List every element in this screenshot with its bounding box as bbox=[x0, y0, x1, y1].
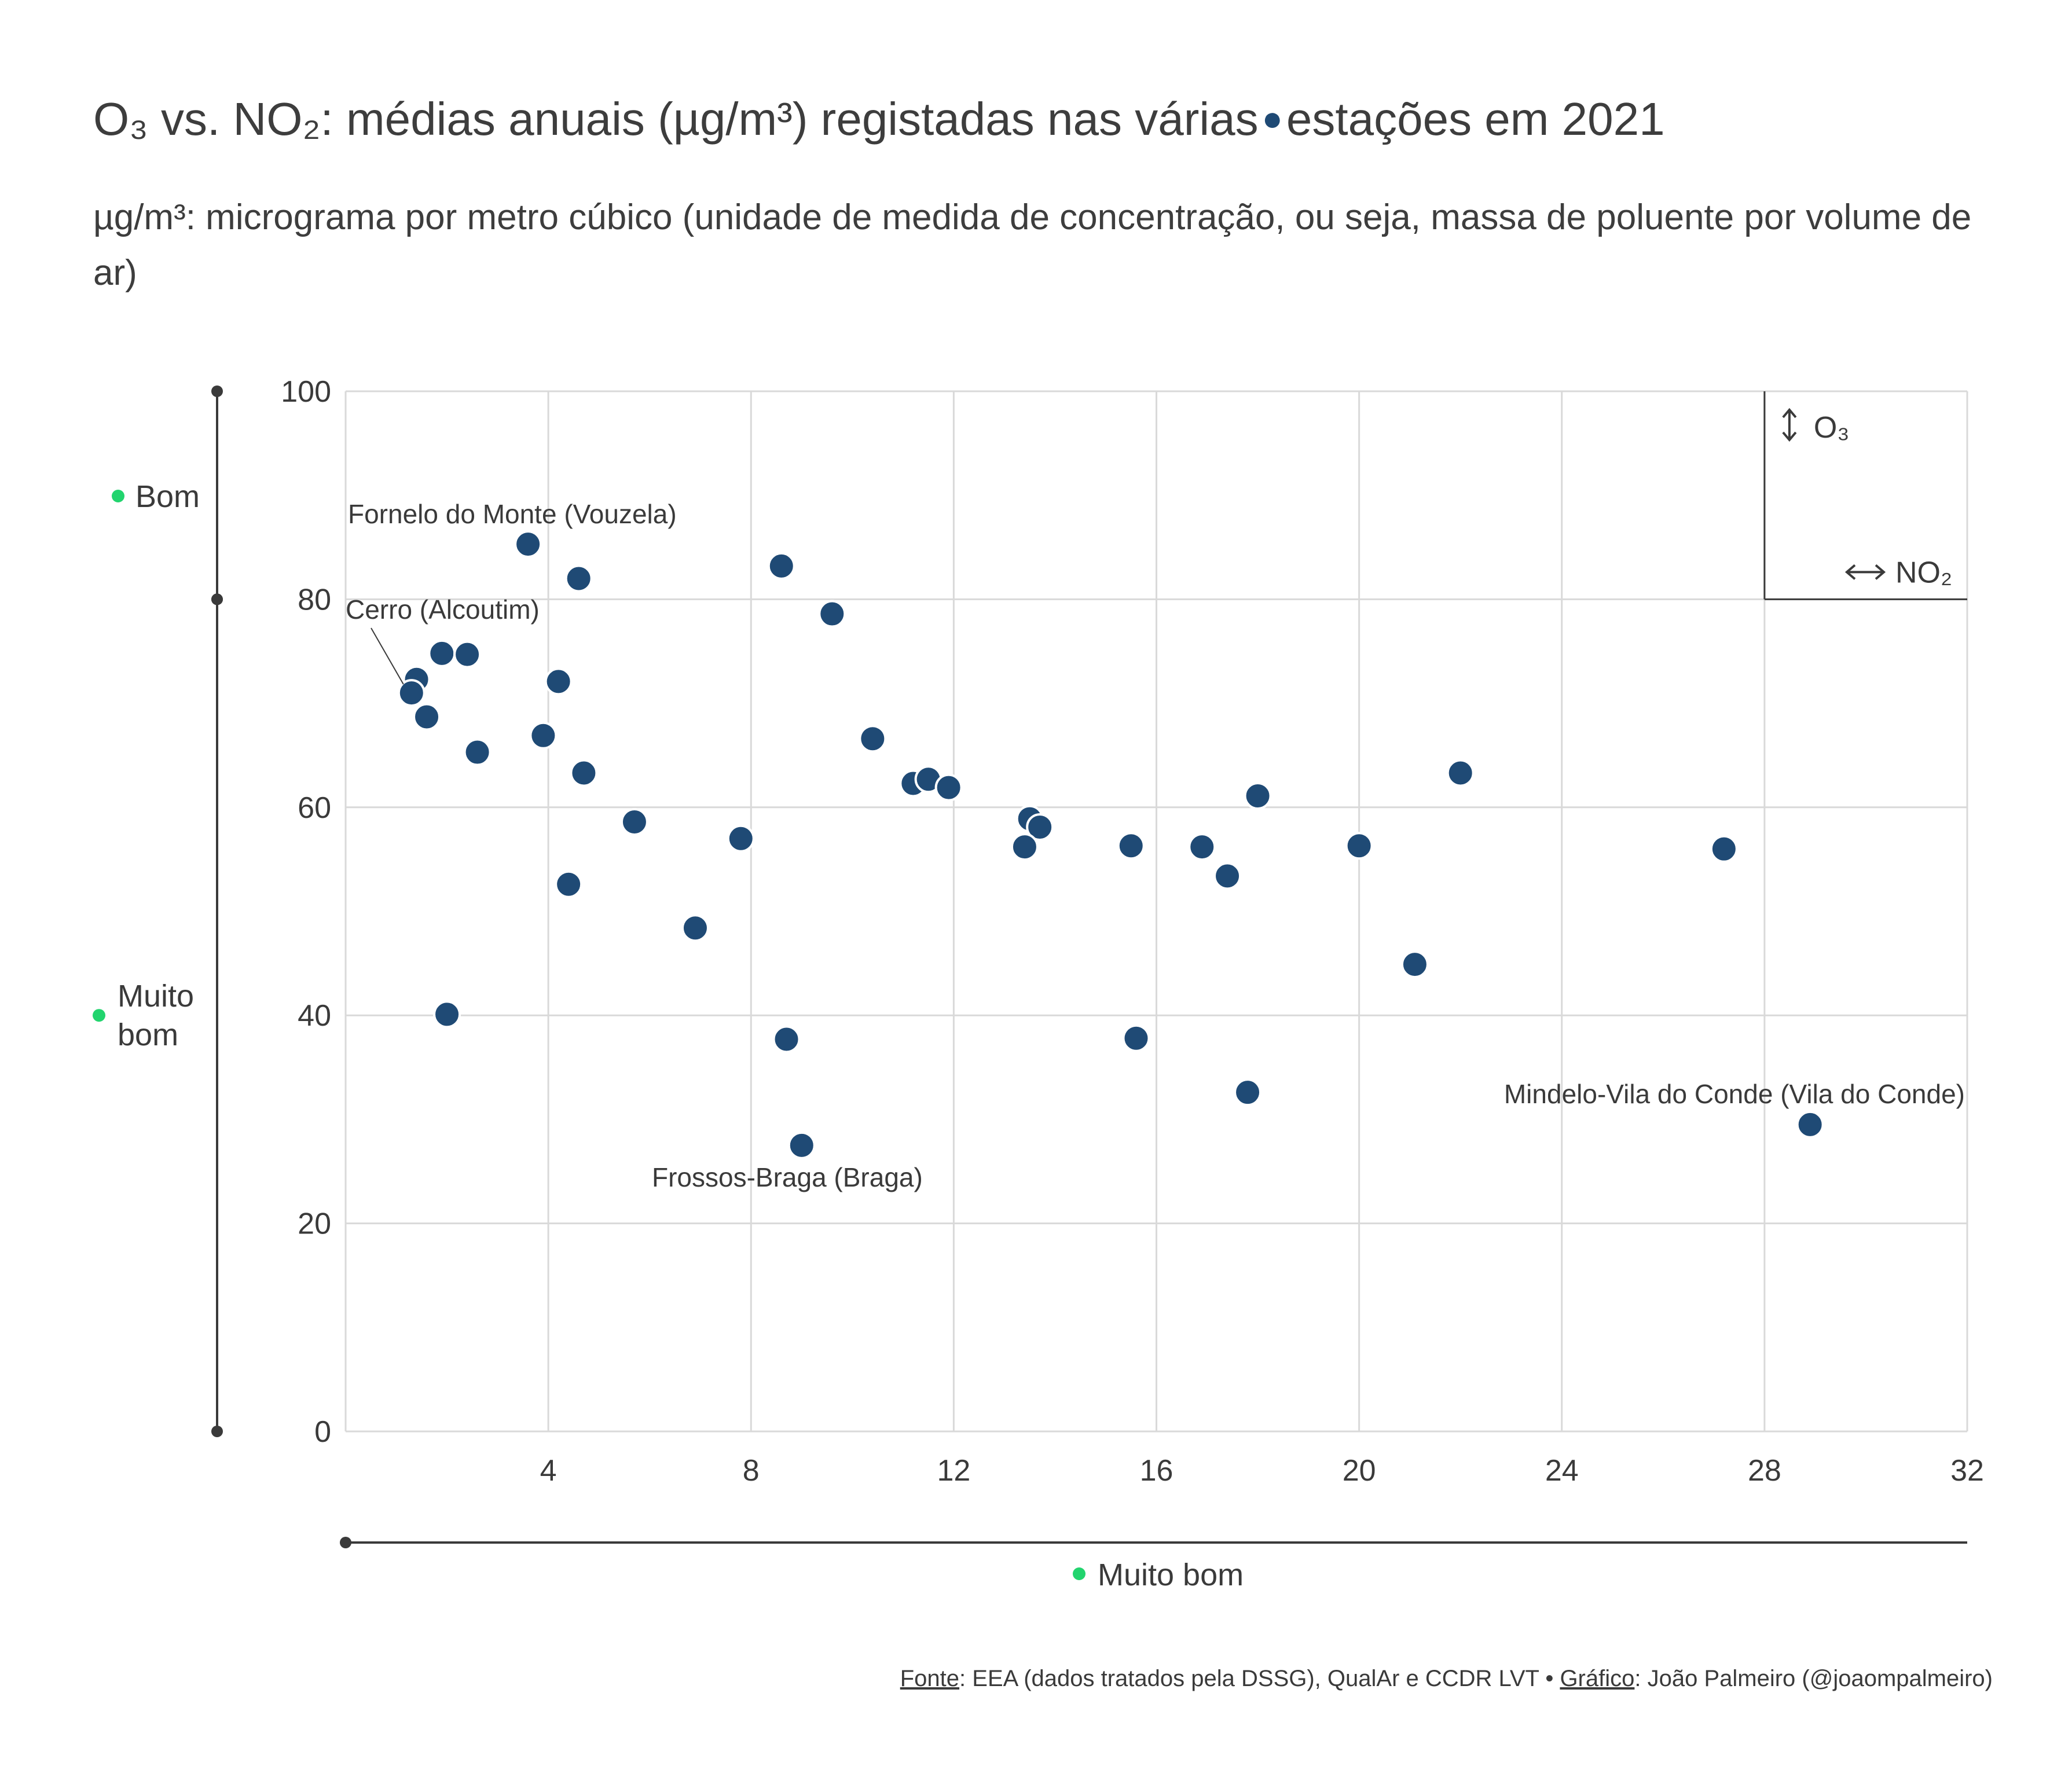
horizontal-arrow-icon bbox=[1844, 564, 1886, 580]
chart-title-suffix: estações em 2021 bbox=[1286, 93, 1665, 145]
y-tick-label: 80 bbox=[298, 583, 331, 616]
data-point bbox=[1234, 1078, 1262, 1107]
data-point bbox=[529, 721, 558, 750]
source-text: : EEA (dados tratados pela DSSG), QualAr… bbox=[959, 1666, 1560, 1691]
chart-credit-label: Gráfico bbox=[1560, 1666, 1635, 1691]
y-tick-label: 100 bbox=[281, 375, 331, 409]
band-dot-icon bbox=[1073, 1567, 1085, 1580]
data-point bbox=[1213, 862, 1242, 890]
y-axis-ticks: 0 20 40 60 80 100 bbox=[281, 375, 331, 1449]
legend-no2-label: NO₂ bbox=[1895, 556, 1952, 589]
data-point bbox=[413, 703, 441, 731]
x-tick-label: 20 bbox=[1343, 1454, 1376, 1488]
annotations: Fornelo do Monte (Vouzela) Cerro (Alcouti… bbox=[346, 499, 1965, 1192]
data-point bbox=[934, 773, 963, 802]
o3-band-bound bbox=[211, 385, 223, 397]
x-tick-label: 4 bbox=[540, 1454, 557, 1488]
data-point bbox=[1796, 1110, 1824, 1139]
annotation-label: Cerro (Alcoutim) bbox=[346, 594, 540, 625]
footer-credits: Fonte: EEA (dados tratados pela DSSG), Q… bbox=[900, 1666, 1993, 1692]
x-tick-label: 8 bbox=[743, 1454, 760, 1488]
data-point bbox=[1010, 833, 1039, 861]
grid-lines bbox=[344, 390, 1968, 1433]
data-point bbox=[767, 552, 795, 580]
data-point bbox=[453, 640, 482, 669]
x-tick-label: 32 bbox=[1950, 1454, 1984, 1488]
annotation-leader-line bbox=[371, 627, 404, 685]
chart-subtitle: µg/m³: micrograma por metro cúbico (unid… bbox=[93, 197, 1972, 293]
x-tick-label: 12 bbox=[937, 1454, 970, 1488]
o3-quality-bands: Bom Muito bom bbox=[93, 385, 223, 1437]
o3-band-label: Bom bbox=[135, 479, 200, 514]
annotation-label: Frossos-Braga (Braga) bbox=[652, 1162, 923, 1192]
data-point bbox=[1244, 782, 1272, 810]
chart-credit-text: : João Palmeiro (@joaompalmeiro) bbox=[1634, 1666, 1993, 1691]
source-label: Fonte bbox=[900, 1666, 960, 1691]
band-dot-icon bbox=[112, 490, 124, 502]
o3-band-label: bom bbox=[118, 1018, 178, 1052]
data-point bbox=[564, 564, 593, 593]
data-point bbox=[620, 807, 648, 836]
data-point bbox=[727, 824, 755, 853]
o3-band-bound bbox=[211, 593, 223, 605]
data-point bbox=[1188, 833, 1216, 861]
chart-title-prefix: O₃ vs. NO₂: médias anuais (µg/m³) regist… bbox=[93, 93, 1259, 145]
data-point bbox=[1400, 950, 1429, 979]
data-point bbox=[544, 667, 573, 696]
title-point-icon: ● bbox=[1261, 99, 1283, 138]
data-point bbox=[681, 914, 709, 942]
o3-band-label: Muito bbox=[118, 979, 194, 1013]
y-tick-label: 0 bbox=[314, 1415, 331, 1449]
data-point bbox=[1345, 832, 1373, 860]
annotation-label: Fornelo do Monte (Vouzela) bbox=[348, 499, 677, 529]
x-axis-ticks: 4 8 12 16 20 24 28 32 bbox=[540, 1454, 1984, 1488]
data-point bbox=[787, 1131, 816, 1159]
data-point bbox=[514, 530, 542, 559]
data-points bbox=[397, 530, 1824, 1159]
data-point bbox=[555, 870, 583, 898]
y-tick-label: 40 bbox=[298, 999, 331, 1033]
data-point bbox=[397, 679, 426, 707]
x-tick-label: 28 bbox=[1748, 1454, 1781, 1488]
data-point bbox=[1710, 835, 1738, 863]
data-point bbox=[463, 738, 492, 766]
y-tick-label: 20 bbox=[298, 1207, 331, 1241]
x-tick-label: 16 bbox=[1140, 1454, 1173, 1488]
data-point bbox=[818, 600, 846, 628]
data-point bbox=[433, 1000, 461, 1029]
legend-box: O₃ NO₂ bbox=[1763, 391, 1967, 600]
data-point bbox=[772, 1025, 801, 1053]
data-point bbox=[1117, 832, 1145, 860]
no2-quality-bands: Muito bom bbox=[340, 1537, 1967, 1592]
data-point bbox=[1026, 813, 1054, 841]
data-point bbox=[1122, 1024, 1150, 1052]
no2-band-bound bbox=[340, 1537, 351, 1548]
annotation-label: Mindelo-Vila do Conde (Vila do Conde) bbox=[1504, 1079, 1965, 1109]
chart-title: O₃ vs. NO₂: médias anuais (µg/m³) regist… bbox=[93, 93, 1665, 146]
data-point bbox=[428, 639, 456, 667]
no2-band-label: Muito bom bbox=[1098, 1558, 1244, 1592]
data-point bbox=[859, 725, 887, 753]
x-tick-label: 24 bbox=[1545, 1454, 1579, 1488]
data-point bbox=[570, 759, 598, 787]
band-dot-icon bbox=[93, 1009, 105, 1022]
y-tick-label: 60 bbox=[298, 791, 331, 825]
vertical-arrow-icon bbox=[1782, 407, 1797, 442]
o3-band-bound bbox=[211, 1426, 223, 1437]
data-point bbox=[1446, 759, 1475, 787]
legend-o3-label: O₃ bbox=[1814, 411, 1850, 445]
